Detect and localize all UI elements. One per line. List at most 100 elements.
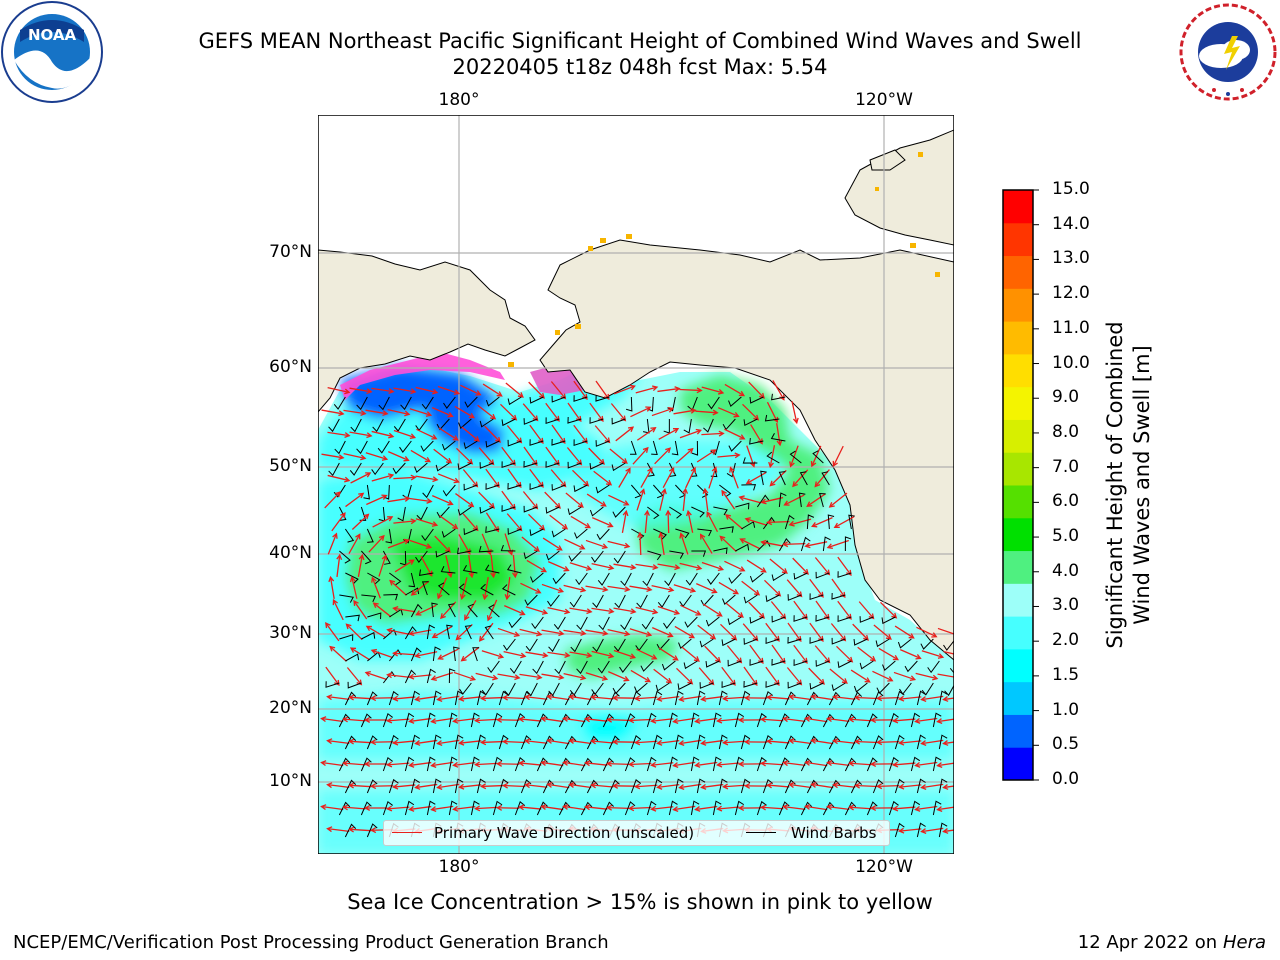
- wave-direction-arrow: [767, 520, 790, 524]
- wind-barb: [844, 713, 857, 728]
- wind-barb: [743, 681, 758, 688]
- wind-barb: [410, 734, 420, 750]
- wave-direction-arrowhead: [898, 783, 905, 790]
- wind-barb: [661, 660, 676, 671]
- wave-direction-arrow: [674, 625, 695, 639]
- wave-direction-arrow: [679, 739, 702, 745]
- wind-barb: [397, 506, 406, 522]
- footer-date-text: 12 Apr 2022 on: [1077, 932, 1223, 953]
- wind-barb: [507, 396, 522, 406]
- wave-direction-arrow: [657, 563, 680, 569]
- wave-direction-arrow: [415, 518, 438, 526]
- wave-direction-arrowhead: [639, 488, 646, 495]
- wave-direction-arrowhead: [464, 614, 470, 621]
- wave-direction-arrow: [618, 468, 631, 488]
- wave-direction-arrowhead: [658, 531, 665, 539]
- wind-barb: [596, 528, 610, 541]
- wind-barb: [806, 691, 819, 706]
- wave-direction-arrowhead: [554, 415, 560, 422]
- colorbar-tick-label: 11.0: [1052, 317, 1090, 338]
- wind-barb: [944, 684, 954, 697]
- wind-barb: [668, 756, 678, 772]
- wind-barb: [818, 492, 826, 508]
- wave-direction-arrowhead: [738, 390, 746, 397]
- wave-direction-arrow: [525, 651, 548, 657]
- wave-direction-arrowhead: [516, 437, 523, 444]
- wave-direction-arrow: [432, 407, 453, 417]
- wave-direction-arrow: [588, 447, 605, 465]
- wave-direction-arrow: [349, 431, 372, 437]
- wave-direction-arrowhead: [646, 586, 653, 593]
- wave-direction-arrowhead: [370, 827, 377, 834]
- wave-direction-arrowhead: [811, 522, 818, 528]
- wave-direction-arrowhead: [557, 587, 565, 594]
- wave-direction-arrowhead: [766, 519, 773, 526]
- wind-barb: [642, 572, 654, 587]
- wave-direction-arrowhead: [779, 657, 786, 665]
- wave-direction-arrow: [484, 425, 501, 443]
- wave-direction-arrow: [636, 489, 645, 511]
- wave-direction-arrow: [415, 386, 438, 394]
- wind-barb: [344, 528, 355, 543]
- wave-direction-arrowhead: [870, 805, 877, 812]
- wave-direction-arrowhead: [810, 782, 817, 788]
- wave-direction-arrow: [348, 534, 361, 554]
- wind-barb: [685, 572, 698, 586]
- wind-barb: [448, 756, 458, 772]
- wave-direction-arrowhead: [760, 498, 767, 505]
- wave-direction-arrow: [659, 489, 666, 511]
- wind-barb: [567, 461, 582, 469]
- wave-direction-arrow: [704, 489, 709, 511]
- wind-barb: [674, 734, 684, 750]
- wave-direction-arrowhead: [326, 738, 333, 745]
- wave-direction-arrow: [573, 380, 588, 400]
- wave-direction-arrow: [695, 717, 718, 723]
- wind-barb: [575, 572, 588, 586]
- wave-direction-arrow: [458, 534, 471, 554]
- wave-direction-arrow: [675, 448, 694, 464]
- wave-direction-arrowhead: [340, 512, 346, 519]
- wave-direction-arrowhead: [488, 459, 495, 466]
- wind-barb: [447, 603, 456, 618]
- wave-direction-arrowhead: [737, 612, 744, 618]
- wave-direction-arrowhead: [839, 591, 846, 599]
- wind-barb: [586, 779, 599, 794]
- wave-direction-arrowhead: [625, 467, 631, 474]
- wind-barb: [457, 506, 472, 516]
- wave-direction-arrow: [937, 806, 954, 811]
- wave-direction-arrow: [943, 785, 954, 789]
- wind-barb: [620, 572, 632, 587]
- wave-direction-arrowhead: [678, 696, 685, 702]
- wave-direction-arrow: [849, 806, 872, 810]
- wave-direction-arrowhead: [796, 679, 803, 686]
- wave-direction-arrow: [393, 387, 416, 393]
- wave-direction-arrow: [767, 740, 790, 744]
- wave-direction-arrowhead: [846, 613, 852, 620]
- wave-direction-arrowhead: [606, 760, 613, 767]
- wave-direction-arrowhead: [719, 535, 726, 542]
- wave-direction-arrowhead: [502, 782, 509, 789]
- wave-direction-arrowhead: [403, 538, 410, 545]
- wave-direction-arrowhead: [445, 546, 451, 553]
- wave-direction-arrowhead: [700, 739, 707, 746]
- wind-barb: [675, 528, 690, 539]
- wave-direction-arrow: [832, 445, 844, 467]
- wave-direction-arrowhead: [722, 783, 729, 790]
- wave-direction-arrow: [717, 806, 740, 810]
- colorbar-bin: [1003, 485, 1033, 519]
- wind-barb: [523, 505, 538, 513]
- wave-direction-arrowhead: [602, 630, 609, 637]
- wave-direction-arrow: [742, 623, 759, 641]
- wind-barb: [558, 713, 571, 728]
- wave-direction-arrowhead: [342, 804, 349, 811]
- wind-barb: [697, 484, 709, 498]
- wave-direction-arrow: [629, 762, 652, 766]
- wind-barb: [793, 572, 808, 580]
- wave-direction-arrowhead: [695, 428, 702, 435]
- wave-direction-arrow: [679, 695, 702, 701]
- wave-direction-arrowhead: [536, 630, 543, 637]
- wind-barb: [480, 583, 494, 596]
- wave-direction-arrow: [591, 740, 614, 744]
- wind-barb: [454, 690, 464, 706]
- wave-direction-arrow: [746, 559, 766, 573]
